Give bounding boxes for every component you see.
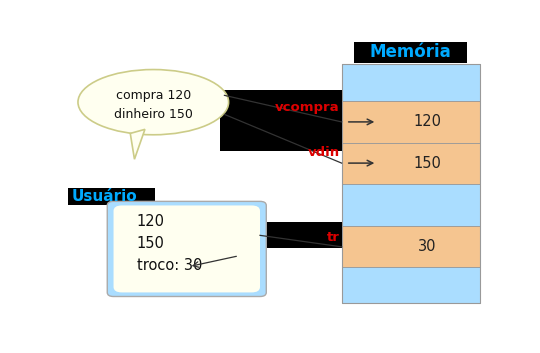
- FancyBboxPatch shape: [113, 205, 260, 292]
- FancyBboxPatch shape: [342, 184, 480, 226]
- Text: 120: 120: [137, 214, 165, 229]
- FancyBboxPatch shape: [342, 143, 480, 184]
- Text: 120: 120: [413, 114, 441, 130]
- FancyBboxPatch shape: [342, 226, 480, 268]
- Text: 150: 150: [413, 156, 441, 170]
- Text: vcompra: vcompra: [275, 101, 340, 114]
- FancyBboxPatch shape: [342, 268, 480, 303]
- Text: Memória: Memória: [370, 43, 451, 61]
- Text: dinheiro 150: dinheiro 150: [114, 108, 193, 121]
- Polygon shape: [130, 129, 145, 159]
- Ellipse shape: [78, 70, 228, 135]
- Text: 150: 150: [137, 236, 164, 251]
- FancyBboxPatch shape: [342, 64, 480, 101]
- Text: tr: tr: [327, 231, 340, 244]
- FancyBboxPatch shape: [220, 90, 342, 151]
- FancyBboxPatch shape: [107, 201, 266, 297]
- FancyBboxPatch shape: [342, 101, 480, 143]
- Text: vdin: vdin: [307, 146, 340, 159]
- Text: 30: 30: [418, 239, 436, 254]
- Text: compra 120: compra 120: [116, 89, 191, 102]
- FancyBboxPatch shape: [68, 188, 156, 205]
- Text: Usuário: Usuário: [72, 189, 137, 204]
- Text: troco: 30: troco: 30: [137, 258, 202, 273]
- FancyBboxPatch shape: [252, 222, 342, 247]
- FancyBboxPatch shape: [354, 41, 467, 63]
